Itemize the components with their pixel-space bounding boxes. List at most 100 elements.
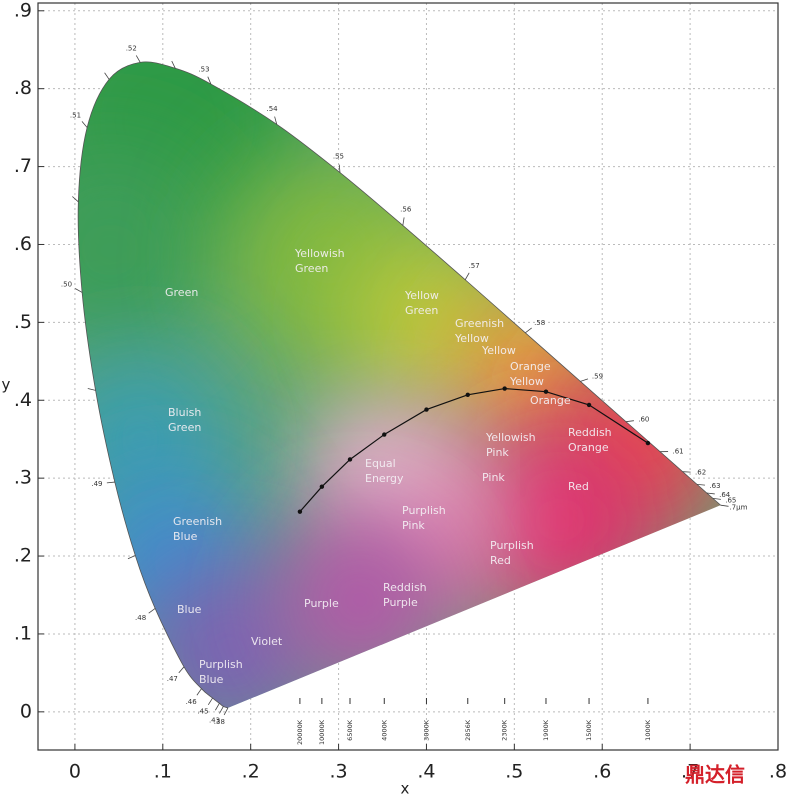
- color-blob: [310, 400, 450, 540]
- planckian-point: [645, 440, 651, 446]
- wavelength-label: .62: [695, 469, 706, 477]
- wavelength-tick: [580, 378, 589, 382]
- y-tick-label: .1: [14, 622, 32, 644]
- spectral-locus: [77, 61, 721, 709]
- region-label: Yellow: [481, 344, 516, 357]
- planckian-point: [465, 392, 470, 398]
- color-blob: [78, 140, 220, 360]
- y-tick-label: .7: [14, 155, 32, 177]
- temperature-label: 1500K: [585, 719, 593, 741]
- region-label: Reddish: [568, 426, 612, 439]
- wavelength-tick: [171, 60, 176, 69]
- region-label: Equal: [365, 457, 396, 470]
- plot-frame: [37, 2, 779, 751]
- y-tick-label: .3: [14, 467, 32, 489]
- wavelength-tick: [706, 492, 715, 495]
- region-label: Yellowish: [294, 247, 345, 260]
- wavelength-label: .38: [214, 718, 225, 726]
- region-label: Orange: [530, 394, 571, 407]
- region-label: Pink: [482, 471, 505, 484]
- region-label: Greenish: [455, 317, 504, 330]
- wavelength-label: .43: [209, 716, 220, 724]
- wavelength-tick: [127, 555, 136, 560]
- wavelength-label: .49: [91, 480, 102, 488]
- planckian-point: [382, 432, 387, 437]
- region-label: Red: [568, 480, 589, 493]
- wavelength-tick: [625, 420, 634, 423]
- wavelength-label: .57: [469, 262, 480, 270]
- wavelength-label: .48: [135, 614, 146, 622]
- x-tick-label: 0: [69, 761, 81, 783]
- wavelength-tick: [106, 481, 115, 484]
- x-tick-label: .1: [154, 761, 172, 783]
- wavelength-tick: [178, 666, 185, 674]
- wavelength-tick: [223, 707, 229, 716]
- x-tick-label: .4: [417, 761, 435, 783]
- temperature-label: 4000K: [380, 719, 388, 741]
- region-label: Purplish: [402, 504, 446, 517]
- wavelength-label: .56: [400, 206, 412, 214]
- temperature-label: 10000K: [318, 719, 326, 745]
- wavelength-label: .47: [167, 675, 178, 683]
- planckian-point: [586, 402, 592, 408]
- wavelength-label: .52: [126, 44, 137, 52]
- wavelength-label: .64: [719, 491, 731, 499]
- region-label: Green: [168, 421, 201, 434]
- region-label: Purple: [304, 597, 339, 610]
- x-tick-label: .2: [242, 761, 260, 783]
- wavelength-label: .7μm: [729, 503, 747, 511]
- wavelength-label: .58: [534, 319, 545, 327]
- wavelength-tick: [525, 327, 532, 334]
- region-label: Pink: [486, 446, 509, 459]
- y-tick-label: .5: [14, 311, 32, 333]
- x-tick-label: .3: [329, 761, 347, 783]
- wavelength-label: .54: [266, 105, 278, 113]
- wavelength-tick: [712, 498, 721, 500]
- y-tick-label: .6: [14, 233, 32, 255]
- region-label: Purplish: [490, 539, 534, 552]
- region-label: Violet: [251, 635, 283, 648]
- y-axis-label: y: [2, 376, 11, 394]
- region-label: Blue: [173, 530, 198, 543]
- wavelength-tick: [338, 164, 341, 173]
- wavelength-label: .60: [638, 416, 649, 424]
- temperature-label: 1000K: [644, 719, 652, 741]
- region-label: Reddish: [383, 581, 427, 594]
- planckian-locus: [299, 387, 649, 513]
- x-tick-label: .5: [505, 761, 523, 783]
- plot-content: 0 .1 .2 .3 .4 .5 .6 .7 .8 0 .1 .2 .3 .4 .5 .6 .7 .8 .9 .38.…: [14, 0, 787, 783]
- planckian-point: [543, 389, 549, 394]
- temperature-label: 6500K: [346, 719, 354, 741]
- wavelength-tick: [104, 72, 110, 80]
- wavelength-tick: [402, 217, 405, 226]
- y-tick-label: .9: [14, 0, 32, 21]
- region-label: Blue: [199, 673, 224, 686]
- temperature-label: 2856K: [464, 719, 472, 741]
- wavelength-label: .61: [672, 447, 683, 455]
- x-tick-label: .7: [681, 761, 699, 783]
- wavelength-tick: [135, 55, 141, 63]
- y-tick-label: .8: [14, 77, 32, 99]
- wavelength-tick: [215, 703, 220, 711]
- region-label: Orange: [568, 441, 609, 454]
- x-tick-label: .6: [593, 761, 611, 783]
- wavelength-tick: [72, 196, 79, 203]
- wavelength-tick: [697, 483, 706, 486]
- wavelength-label: .65: [725, 496, 736, 504]
- wavelength-tick: [207, 697, 213, 706]
- planckian-point: [424, 407, 429, 412]
- region-label: Yellow: [509, 375, 544, 388]
- wavelength-tick: [87, 388, 96, 391]
- wavelength-tick: [207, 76, 212, 85]
- region-label: Energy: [365, 472, 404, 485]
- wavelength-tick: [148, 608, 156, 614]
- y-tick-label: .2: [14, 545, 32, 567]
- wavelength-tick: [464, 272, 470, 280]
- wavelength-label: .63: [709, 482, 720, 490]
- wavelength-label: .51: [70, 111, 81, 119]
- region-label: Green: [165, 286, 198, 299]
- wavelength-tick: [274, 116, 278, 125]
- wavelength-label: .59: [592, 372, 603, 380]
- wavelength-tick: [74, 288, 83, 293]
